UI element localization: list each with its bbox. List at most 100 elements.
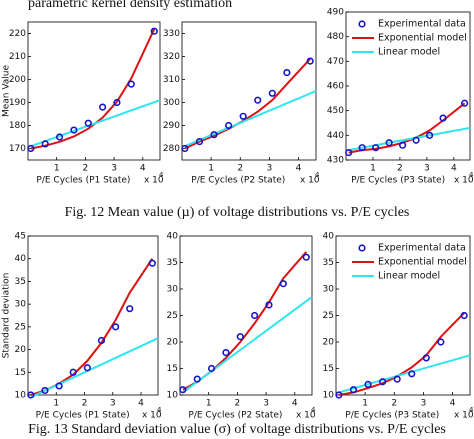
y-tick-label: 210 [9,52,26,62]
y-tick-label: 15 [323,364,334,374]
x-tick-label: 2 [397,164,403,174]
y-tick-label: 460 [327,82,344,92]
data-point [225,121,233,130]
model-line [30,337,159,399]
data-point [251,311,259,320]
y-tick-label: 35 [323,258,334,268]
plot-frame [27,235,159,396]
x-tick-label: 1 [208,164,214,174]
y-tick-label: 10 [167,391,179,401]
y-tick-label: 45 [15,232,26,242]
y-tick-label: 35 [15,277,26,287]
data-point [41,140,49,148]
x-exponent: 4 [315,171,320,179]
x-multiplier: x 10 [454,411,474,421]
data-point [181,144,189,153]
data-point [126,305,134,313]
x-axis-label: P/E Cycles (P1 State) [36,176,130,186]
model-line [30,28,156,150]
data-point [113,98,121,107]
x-tick-label: 4 [450,399,456,409]
legend-label: Linear model [378,47,440,58]
legend-label: Experimental data [378,243,466,254]
data-point [27,144,35,153]
y-tick-label: 15 [167,364,178,374]
x-multiplier: x 10 [454,176,474,186]
data-point [408,370,416,378]
data-point [127,80,135,88]
data-point [422,354,430,362]
y-tick-label: 20 [167,338,179,348]
x-tick-label: 2 [82,399,88,409]
data-point [69,368,77,376]
data-point [97,336,106,345]
data-point [84,119,92,127]
x-axis-label: P/E Cycles (P2 State) [188,411,282,421]
model-line [182,296,313,394]
y-tick-label: 30 [167,285,179,295]
legend-label: Exponential model [378,33,467,44]
y-tick-label: 40 [15,254,27,264]
legend-marker [358,20,366,28]
y-tick-label: 450 [327,106,344,116]
x-exponent: 4 [157,406,162,414]
data-point [437,338,445,346]
data-point [83,364,91,372]
model-line [184,90,317,148]
data-point [283,68,291,77]
legend-label: Linear model [378,271,440,282]
y-tick-label: 25 [323,311,334,321]
y-tick-label: 470 [327,57,344,67]
data-point [385,139,393,147]
y-tick-label: 490 [327,8,344,18]
y-tick-label: 200 [9,75,26,85]
x-tick-label: 3 [424,164,430,174]
x-tick-label: 1 [54,164,60,174]
y-tick-label: 330 [163,29,180,39]
x-multiplier: x 10 [300,176,320,186]
y-tick-label: 430 [327,156,344,166]
data-point [222,349,230,357]
x-tick-label: 2 [83,164,89,174]
y-tick-label: 190 [9,98,26,108]
x-tick-label: 1 [370,164,376,174]
y-tick-label: 220 [9,29,26,39]
y-tick-label: 300 [163,98,180,108]
x-tick-label: 4 [292,399,298,409]
y-tick-label: 10 [323,391,335,401]
data-point [358,144,366,152]
legend-label: Exponential model [378,257,467,268]
x-tick-label: 3 [263,399,269,409]
y-tick-label: 310 [163,75,180,85]
x-axis-label: P/E Cycles (P3 State) [351,176,445,186]
x-multiplier: x 10 [296,411,316,421]
y-tick-label: 20 [15,345,27,355]
plot-frame [179,235,313,396]
x-tick-label: 3 [267,164,273,174]
data-point [306,57,314,65]
data-point [461,99,469,107]
y-tick-label: 25 [167,311,178,321]
top-text: parametric kernel density estimation [28,0,232,11]
x-tick-label: 1 [362,399,368,409]
data-point [148,259,156,267]
data-point [99,103,107,111]
x-tick-label: 4 [140,164,146,174]
x-axis-label: P/E Cycles (P1 State) [36,411,130,421]
x-tick-label: 4 [138,399,144,409]
y-tick-label: 280 [163,144,180,154]
y-tick-label: 440 [327,131,344,141]
x-exponent: 4 [469,171,474,179]
data-point [268,89,276,97]
model-line [30,99,161,148]
data-point [412,136,420,144]
y-tick-label: 25 [15,322,26,332]
legend-marker [358,244,366,252]
model-line [338,354,471,394]
data-point [265,301,273,309]
data-point [70,126,78,134]
data-point [41,386,49,395]
y-tick-label: 30 [15,300,27,310]
x-axis-label: P/E Cycles (P2 State) [191,176,285,186]
data-point [179,386,187,394]
